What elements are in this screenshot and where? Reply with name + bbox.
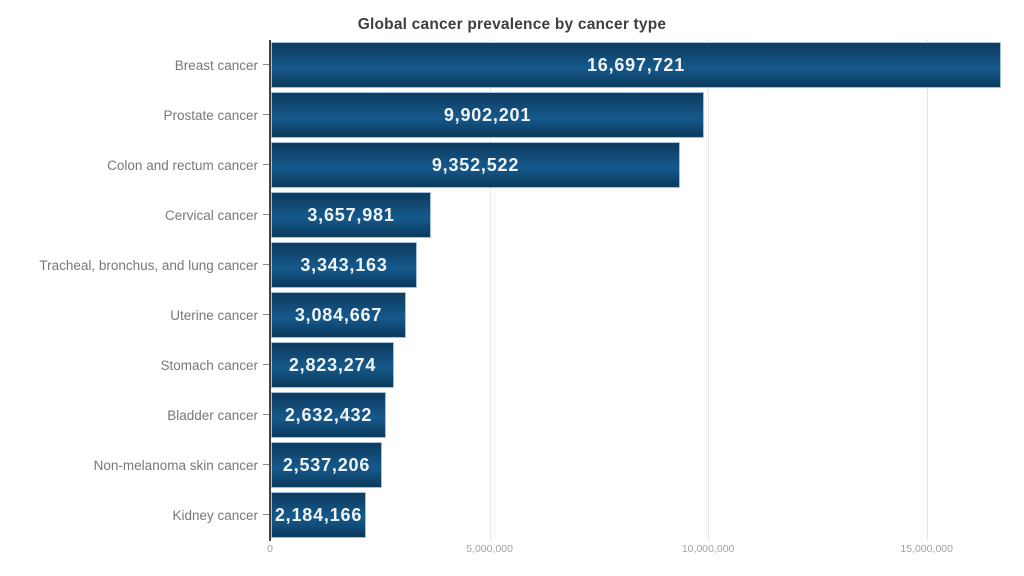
bar-value-label: 2,823,274 [288, 354, 377, 375]
y-tick-mark [263, 164, 269, 165]
y-axis-line [269, 40, 271, 541]
x-tick-label: 15,000,000 [900, 543, 953, 555]
gridline [489, 40, 491, 541]
gridline [926, 40, 928, 541]
category-label: Non-melanoma skin cancer [93, 457, 258, 473]
y-tick-mark [263, 464, 269, 465]
y-tick-mark [263, 314, 269, 315]
x-tick-label: 0 [267, 543, 273, 555]
y-tick-mark [263, 214, 269, 215]
bar[interactable]: 2,632,432 [271, 392, 386, 438]
bar-value-label: 3,657,981 [307, 204, 395, 225]
bar[interactable]: 9,352,522 [271, 142, 680, 188]
bar[interactable]: 2,823,274 [271, 342, 394, 388]
y-tick-mark [263, 364, 269, 365]
x-tick-label: 5,000,000 [466, 543, 513, 555]
y-tick-mark [263, 114, 269, 115]
bar[interactable]: 3,084,667 [271, 292, 406, 338]
y-tick-mark [263, 264, 269, 265]
category-label: Stomach cancer [160, 357, 258, 373]
category-label: Breast cancer [174, 57, 258, 73]
bar-value-label: 2,537,206 [282, 454, 371, 475]
chart-title: Global cancer prevalence by cancer type [357, 16, 667, 33]
category-label: Cervical cancer [164, 207, 258, 223]
category-label: Tracheal, bronchus, and lung cancer [39, 257, 258, 273]
bar-value-label: 16,697,721 [586, 54, 686, 75]
bar[interactable]: 3,343,163 [271, 242, 417, 288]
bar-value-label: 2,184,166 [274, 504, 363, 525]
bar-value-label: 3,084,667 [294, 304, 383, 325]
bar-value-label: 2,632,432 [284, 404, 373, 425]
gridline [708, 40, 710, 541]
bar[interactable]: 2,184,166 [271, 492, 366, 538]
bar-value-label: 9,352,522 [431, 154, 520, 175]
y-tick-mark [263, 414, 269, 415]
category-label: Prostate cancer [163, 107, 258, 123]
x-tick-label: 10,000,000 [681, 543, 735, 555]
y-tick-mark [263, 514, 269, 515]
category-label: Bladder cancer [167, 407, 258, 423]
bar[interactable]: 3,657,981 [271, 192, 431, 238]
bar-value-label: 3,343,163 [300, 254, 388, 275]
category-label: Uterine cancer [170, 307, 258, 323]
bar-value-label: 9,902,201 [443, 104, 532, 125]
bar[interactable]: 16,697,721 [271, 42, 1001, 88]
category-label: Colon and rectum cancer [107, 157, 258, 173]
category-label: Kidney cancer [172, 507, 258, 523]
bar[interactable]: 2,537,206 [271, 442, 382, 488]
y-tick-mark [263, 64, 269, 65]
bar[interactable]: 9,902,201 [271, 92, 704, 138]
